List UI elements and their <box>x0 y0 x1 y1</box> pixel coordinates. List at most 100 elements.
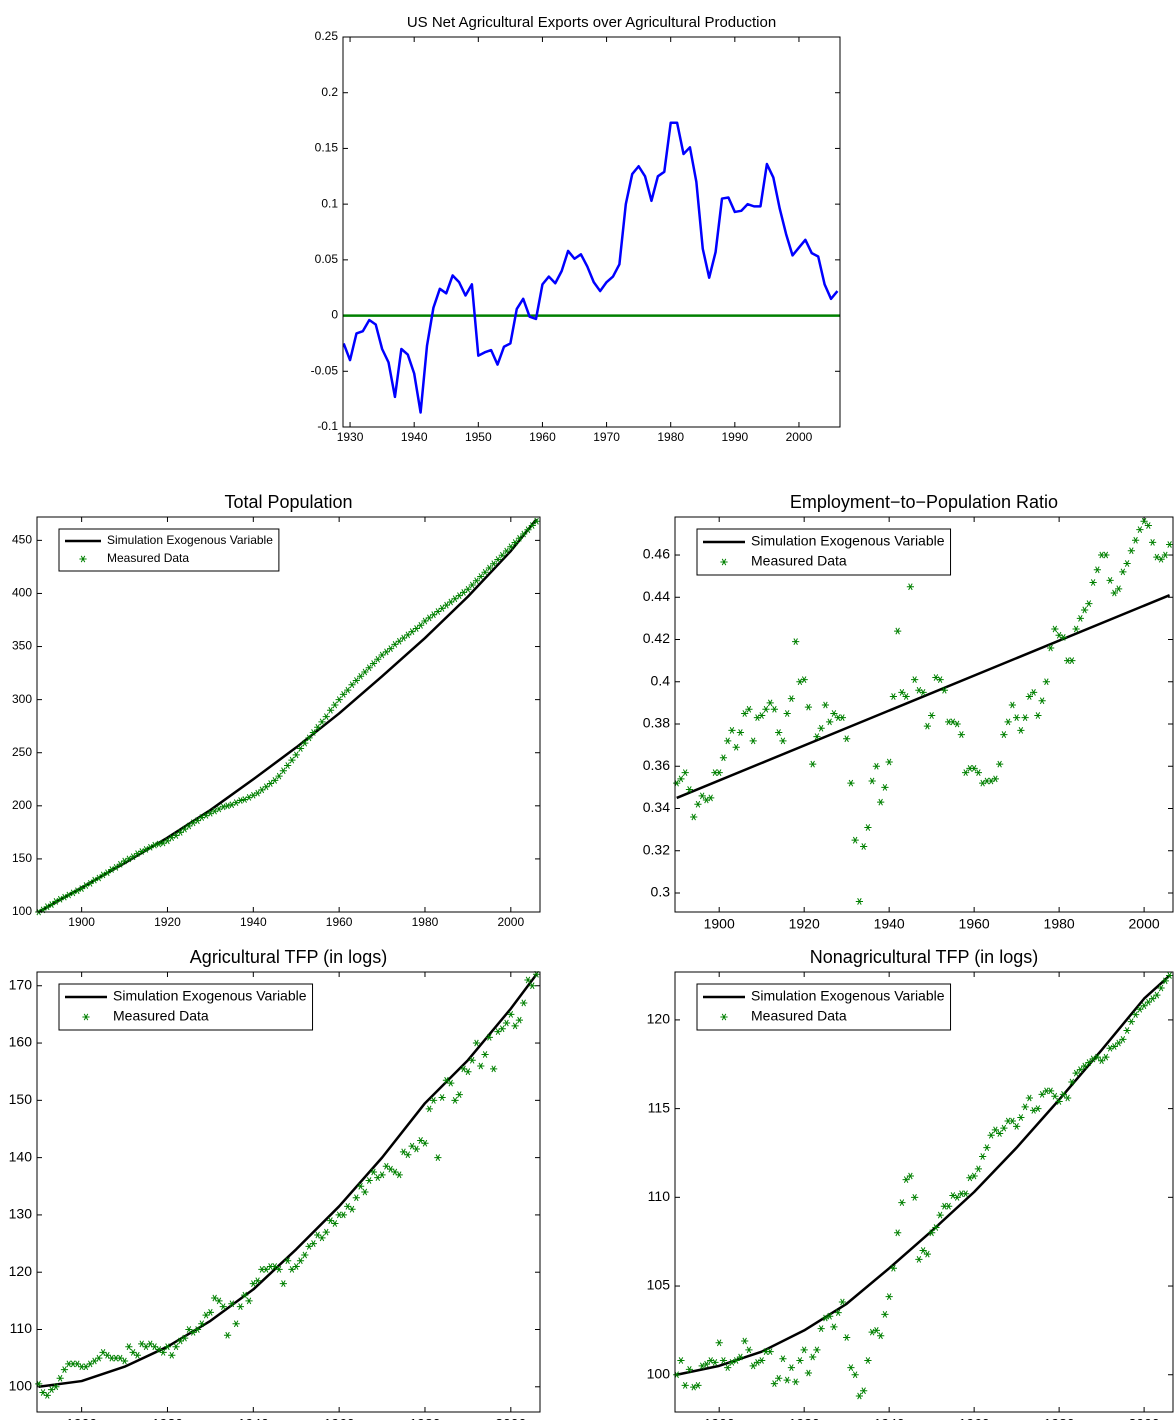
data-point <box>1140 517 1148 525</box>
x-tick-label: 1960 <box>959 1415 990 1420</box>
data-point <box>1153 991 1161 999</box>
data-point <box>258 786 266 794</box>
data-point <box>894 1229 902 1237</box>
data-point <box>1132 1011 1140 1018</box>
chart: Employment−to−Population Ratio 0.3 0.32 0.3… <box>643 492 1174 931</box>
data-point <box>1064 1094 1072 1102</box>
y-tick-label: 120 <box>647 1011 671 1027</box>
data-point <box>715 769 723 776</box>
data-point <box>442 601 451 609</box>
data-point <box>868 777 876 785</box>
data-point <box>339 1211 348 1219</box>
data-point <box>1017 726 1025 734</box>
data-point <box>847 779 855 787</box>
data-point <box>288 756 296 764</box>
data-point <box>915 1256 923 1263</box>
data-point <box>813 1346 821 1354</box>
data-point <box>872 762 881 770</box>
data-point <box>987 1131 995 1139</box>
y-tick-label: 0.05 <box>315 252 339 266</box>
data-point <box>1098 1057 1106 1065</box>
data-point <box>438 604 446 612</box>
data-point <box>382 648 390 656</box>
data-point <box>150 841 159 849</box>
data-point <box>357 1182 365 1190</box>
data-point <box>434 608 442 615</box>
legend-box <box>58 983 314 1031</box>
legend-box <box>696 528 952 576</box>
data-point <box>792 1378 800 1386</box>
data-point <box>855 1392 864 1400</box>
data-point <box>507 543 515 551</box>
data-point <box>843 1334 851 1341</box>
x-tick-label: 1920 <box>152 1415 183 1420</box>
legend-box <box>696 983 952 1031</box>
legend-marker <box>79 555 87 563</box>
plot-area <box>37 517 540 912</box>
data-point <box>528 982 536 990</box>
data-point <box>1093 566 1101 574</box>
x-tick-label: 1920 <box>154 915 181 929</box>
data-point <box>378 651 386 659</box>
data-point <box>425 1105 433 1113</box>
y-tick-label: 160 <box>9 1034 33 1050</box>
data-point <box>378 1171 386 1179</box>
data-point <box>447 1079 455 1087</box>
y-tick-label: 0.3 <box>651 884 671 900</box>
data-point <box>787 1364 796 1372</box>
axes-frame <box>36 516 541 913</box>
data-point <box>953 720 961 728</box>
y-tick-label: 105 <box>647 1277 671 1293</box>
data-point <box>1157 555 1165 563</box>
data-point <box>331 1220 339 1227</box>
x-tick-label: 1950 <box>465 430 492 444</box>
plot-area <box>675 972 1173 1412</box>
data-point <box>991 775 999 783</box>
data-point <box>724 737 732 745</box>
y-tick-label: 0.1 <box>321 196 338 210</box>
data-point <box>120 1357 129 1365</box>
data-point <box>860 1387 868 1395</box>
data-point <box>766 699 774 707</box>
data-point <box>1144 998 1152 1006</box>
data-point <box>1161 977 1169 985</box>
data-point <box>792 638 800 646</box>
data-point <box>515 1016 523 1024</box>
data-point <box>318 718 326 726</box>
data-point <box>1072 625 1080 633</box>
data-point <box>455 1091 463 1098</box>
data-point <box>35 1380 43 1388</box>
axes-frame <box>674 971 1174 1413</box>
x-tick-label: 1940 <box>238 1415 269 1420</box>
data-point <box>1119 1036 1127 1043</box>
legend-marker <box>720 1013 728 1021</box>
data-point <box>284 762 292 769</box>
data-point <box>885 758 893 766</box>
data-point <box>855 898 864 905</box>
data-point <box>253 1277 262 1285</box>
data-point <box>821 701 830 709</box>
chart-title: Agricultural TFP (in logs) <box>190 947 387 967</box>
data-point <box>322 713 330 721</box>
y-tick-label: 450 <box>12 533 32 547</box>
data-point <box>1042 678 1050 686</box>
data-point <box>936 676 944 684</box>
data-point <box>172 832 180 839</box>
data-point <box>1013 714 1021 722</box>
data-point <box>783 1376 791 1384</box>
data-point <box>919 688 927 696</box>
data-point <box>253 789 262 797</box>
data-point <box>361 668 369 676</box>
x-tick-label: 1900 <box>704 1415 735 1420</box>
x-tick-label: 1980 <box>412 915 439 929</box>
data-point <box>78 885 86 893</box>
data-point <box>996 1130 1004 1137</box>
series-line <box>342 121 839 414</box>
data-point <box>1025 1094 1033 1102</box>
data-point <box>800 676 808 684</box>
data-point <box>1025 693 1033 700</box>
data-point <box>520 530 528 538</box>
data-point <box>116 860 124 868</box>
data-point <box>1110 1043 1118 1050</box>
chart: US Net Agricultural Exports over Agricul… <box>311 14 841 444</box>
